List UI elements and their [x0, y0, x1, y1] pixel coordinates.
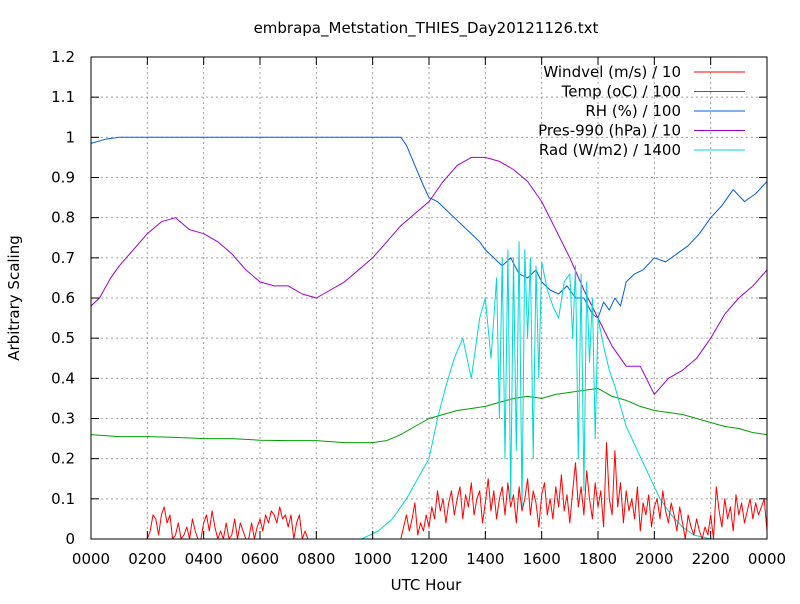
x-tick-label: 1800: [579, 550, 617, 568]
y-tick-labels: 0 0.1 0.2 0.3 0.4 0.5 0.6 0.7 0.8 0.9 1 1.1 1.2: [51, 48, 75, 548]
x-tick-label: 1200: [410, 550, 448, 568]
series-line-4: [91, 241, 767, 540]
y-tick-label: 0.8: [51, 209, 75, 227]
x-tick-label: 0000: [748, 550, 786, 568]
y-tick-label: 1.1: [51, 88, 75, 106]
y-tick-label: 0.5: [51, 329, 75, 347]
legend-label: Temp (oC) / 100: [561, 83, 681, 101]
series-lines: [90, 136, 768, 540]
series-line-3: [90, 156, 768, 395]
y-tick-label: 0.1: [51, 490, 75, 508]
y-tick-label: 0.9: [51, 169, 75, 187]
x-tick-label: 2200: [692, 550, 730, 568]
y-tick-label: 0.3: [51, 410, 75, 428]
series-line-2: [90, 136, 768, 319]
x-tick-label: 0200: [128, 550, 166, 568]
y-tick-label: 0: [65, 530, 75, 548]
legend-label: Windvel (m/s) / 10: [543, 63, 681, 81]
x-tick-label: 0800: [297, 550, 335, 568]
y-tick-label: 1.2: [51, 48, 75, 66]
chart-title: embrapa_Metstation_THIES_Day20121126.txt: [254, 19, 599, 38]
x-tick-label: 0600: [241, 550, 279, 568]
legend-label: RH (%) / 100: [585, 102, 681, 120]
tick-marks: [90, 56, 768, 540]
x-tick-label: 1400: [466, 550, 504, 568]
x-tick-label: 0000: [72, 550, 110, 568]
x-tick-label: 1600: [523, 550, 561, 568]
x-tick-labels: 0000 0200 0400 0600 0800 1000 1200 1400 1600 1800…: [72, 550, 786, 568]
legend-label: Rad (W/m2) / 1400: [539, 141, 681, 159]
x-tick-label: 1000: [354, 550, 392, 568]
y-tick-label: 0.4: [51, 369, 75, 387]
x-tick-label: 0400: [185, 550, 223, 568]
y-tick-label: 0.6: [51, 289, 75, 307]
y-tick-label: 0.2: [51, 450, 75, 468]
x-axis-label: UTC Hour: [391, 576, 462, 594]
y-tick-label: 1: [65, 128, 75, 146]
legend-label: Pres-990 (hPa) / 10: [538, 122, 681, 140]
y-axis-label: Arbitrary Scaling: [5, 235, 23, 361]
series-line-0: [91, 442, 768, 540]
x-tick-label: 2000: [635, 550, 673, 568]
y-tick-label: 0.7: [51, 249, 75, 267]
